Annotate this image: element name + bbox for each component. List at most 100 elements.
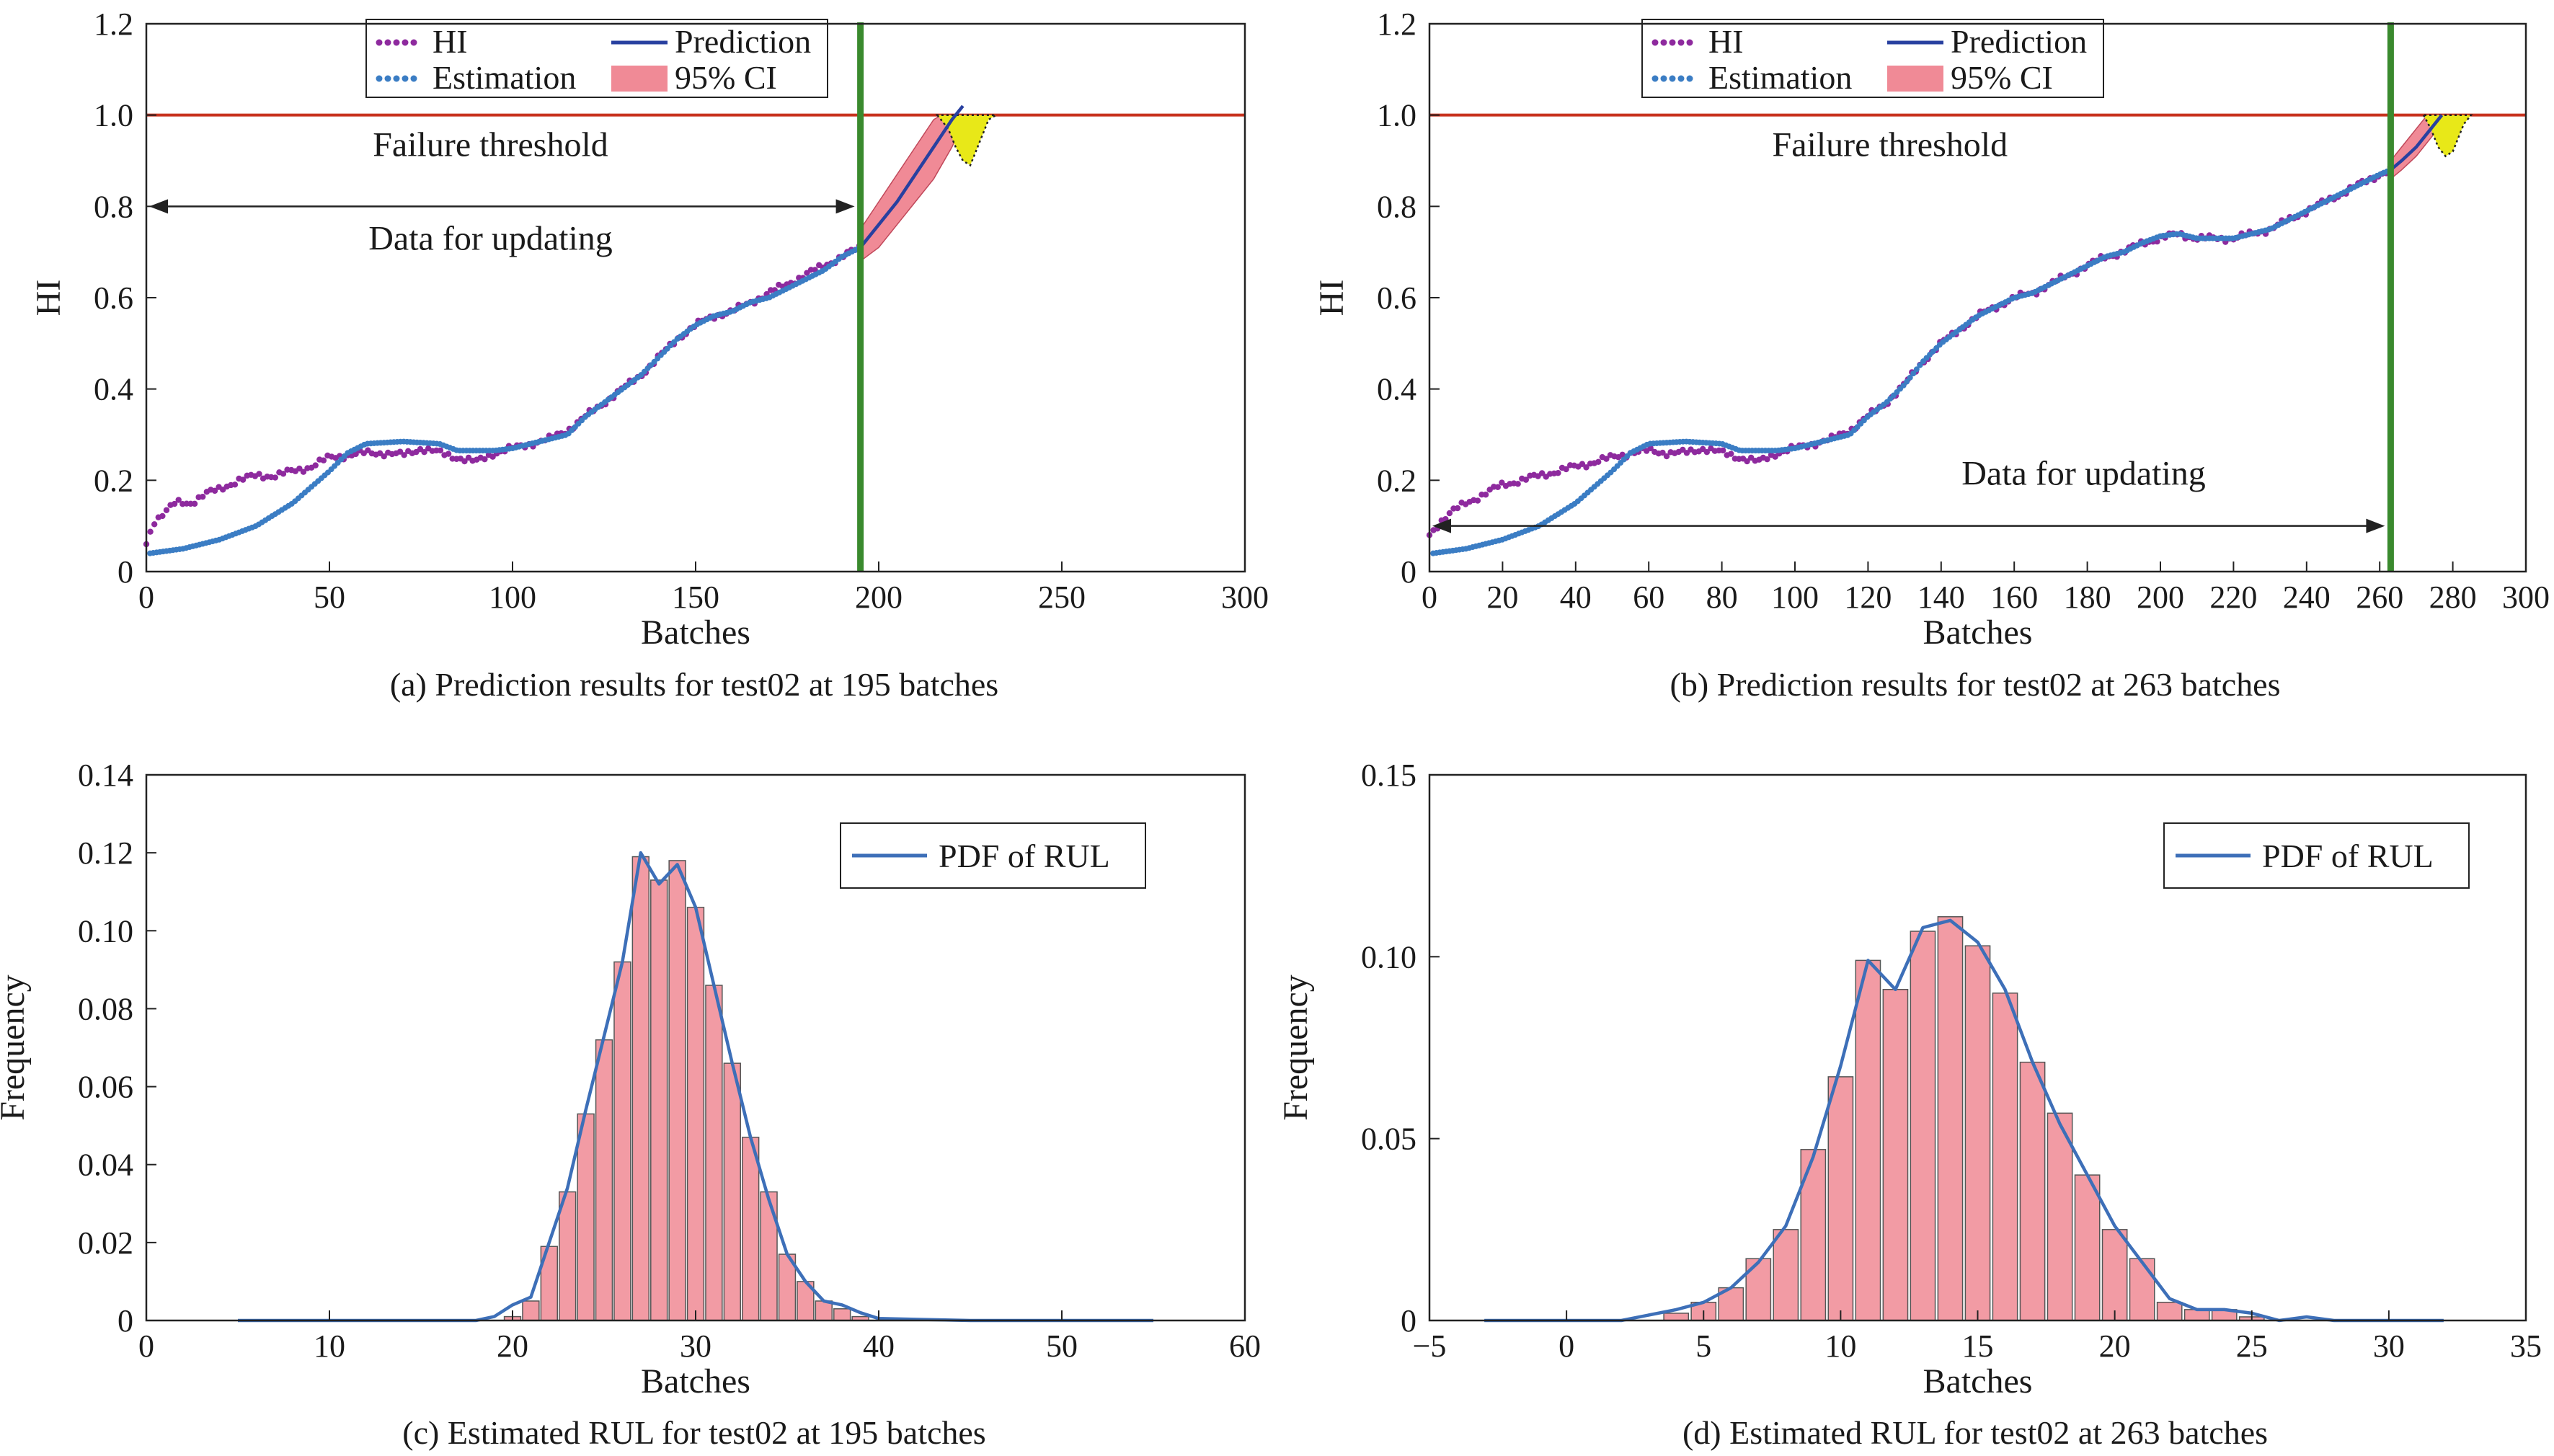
hi-point xyxy=(1744,458,1750,465)
hi-point xyxy=(1663,453,1670,460)
legend-ci-label: 95% CI xyxy=(1951,59,2053,96)
legend-estimation-marker xyxy=(384,75,391,82)
histogram-bar xyxy=(686,907,705,1321)
hi-point xyxy=(280,471,287,477)
caption-a: (a) Prediction results for test02 at 195… xyxy=(390,666,998,703)
update-arrow-left-head xyxy=(1432,518,1451,533)
y-tick-label: 0.2 xyxy=(1377,463,1416,498)
hi-point xyxy=(1603,456,1610,462)
y-tick-label: 0.15 xyxy=(1361,758,1416,793)
x-axis-label: Batches xyxy=(1923,1362,2033,1400)
legend-hi-label: HI xyxy=(1708,23,1744,60)
histogram-bar xyxy=(2047,1112,2073,1321)
legend-estimation-label: Estimation xyxy=(1708,59,1852,96)
hi-point xyxy=(1515,481,1521,487)
histogram-bar xyxy=(760,1191,778,1321)
x-tick-label: 300 xyxy=(1221,580,1269,615)
y-tick-label: 1.2 xyxy=(94,6,133,42)
hi-point xyxy=(1728,450,1734,457)
x-tick-label: 40 xyxy=(863,1328,895,1364)
histogram-bar xyxy=(650,879,668,1321)
prediction-line xyxy=(859,105,965,249)
legend-hi-marker xyxy=(1677,39,1685,46)
histogram-bar xyxy=(2101,1229,2128,1321)
legend-prediction-label: Prediction xyxy=(675,23,811,60)
x-tick-label: 20 xyxy=(497,1328,528,1364)
hi-point xyxy=(401,452,407,458)
y-tick-label: 0.2 xyxy=(94,463,133,498)
hi-point xyxy=(191,500,198,507)
update-arrow-left-head xyxy=(149,199,168,214)
legend-box xyxy=(1641,19,2104,98)
x-tick-label: 30 xyxy=(680,1328,711,1364)
hi-point xyxy=(1482,492,1489,498)
legend-pdf-label: PDF of RUL xyxy=(2262,838,2434,874)
hi-point xyxy=(163,507,170,513)
hi-point xyxy=(175,497,182,503)
legend-estimation-marker xyxy=(376,75,383,82)
rul-pdf-shape xyxy=(935,114,1000,167)
hi-point xyxy=(1764,456,1770,463)
x-axis-label: Batches xyxy=(641,613,750,652)
legend-hi-marker xyxy=(410,39,417,46)
panel-d-rul-263: PDF of RUL−5 0 5 10 15 20 25 30 3500.050.100.15B… xyxy=(1277,758,2542,1400)
y-tick-label: 0.14 xyxy=(78,758,133,793)
legend-estimation-label: Estimation xyxy=(433,59,576,96)
legend-estimation-marker xyxy=(1686,75,1693,82)
estimation-point xyxy=(1904,378,1910,385)
y-tick-label: 0 xyxy=(1401,554,1416,590)
legend-pdf-label: PDF of RUL xyxy=(939,838,1110,874)
hi-point xyxy=(421,448,427,456)
caption-b: (b) Prediction results for test02 at 263… xyxy=(1670,666,2281,703)
legend-estimation-marker xyxy=(1677,75,1685,82)
histogram-bar xyxy=(705,985,723,1321)
hi-point xyxy=(1446,510,1453,517)
histogram-bar xyxy=(595,1039,613,1321)
y-axis-label: Frequency xyxy=(1277,975,1315,1121)
caption-d: (d) Estimated RUL for test02 at 263 batc… xyxy=(1682,1414,2268,1451)
x-tick-label: 120 xyxy=(1844,580,1892,615)
legend-hi-marker xyxy=(1660,39,1667,46)
x-tick-label: 20 xyxy=(1486,580,1518,615)
histogram-bar xyxy=(1663,1313,1690,1321)
prediction-line xyxy=(2389,114,2444,172)
y-tick-label: 0.10 xyxy=(78,913,133,949)
histogram-bar xyxy=(613,961,631,1321)
legend-ci-swatch xyxy=(1887,66,1943,92)
hi-point xyxy=(320,457,327,463)
y-axis-label: HI xyxy=(1313,280,1351,316)
x-tick-label: 220 xyxy=(2209,580,2257,615)
legend-estimation-marker xyxy=(402,75,409,82)
y-tick-label: 0.08 xyxy=(78,991,133,1026)
legend-hi-marker xyxy=(376,39,383,46)
panel-c-rul-195: PDF of RUL 0 10 20 30 40 50 60 0 0.02 0.04 0.06 0.08… xyxy=(0,758,1261,1400)
y-tick-label: 0.8 xyxy=(94,189,133,224)
histogram-bar xyxy=(1964,945,1991,1321)
x-tick-label: 25 xyxy=(2236,1328,2268,1364)
y-tick-label: 0.12 xyxy=(78,835,133,871)
x-tick-label: 15 xyxy=(1962,1328,1994,1364)
histogram-bar xyxy=(2129,1258,2155,1321)
legend: PDF of RUL xyxy=(2163,822,2470,889)
pdf-of-rul-line xyxy=(238,851,1153,1323)
x-tick-label: 300 xyxy=(2502,580,2550,615)
hi-point xyxy=(211,487,218,494)
pdf-of-rul-line xyxy=(1484,918,2444,1323)
hi-point xyxy=(171,500,178,507)
legend-ci-swatch xyxy=(611,66,668,92)
hi-point xyxy=(1719,447,1726,454)
legend-prediction-label: Prediction xyxy=(1951,23,2087,60)
hi-point xyxy=(1659,449,1666,456)
x-tick-label: 180 xyxy=(2064,580,2111,615)
legend-ci-label: 95% CI xyxy=(675,59,777,96)
hi-point xyxy=(1595,458,1602,466)
x-tick-label: −5 xyxy=(1413,1328,1447,1364)
hi-point xyxy=(200,493,206,500)
update-arrow-right-head xyxy=(835,199,855,214)
histogram-bar xyxy=(1882,989,1909,1321)
x-tick-label: 80 xyxy=(1706,580,1738,615)
y-tick-label: 0 xyxy=(117,554,133,590)
histogram-bar xyxy=(1992,993,2018,1321)
legend: PDF of RUL xyxy=(840,822,1146,889)
